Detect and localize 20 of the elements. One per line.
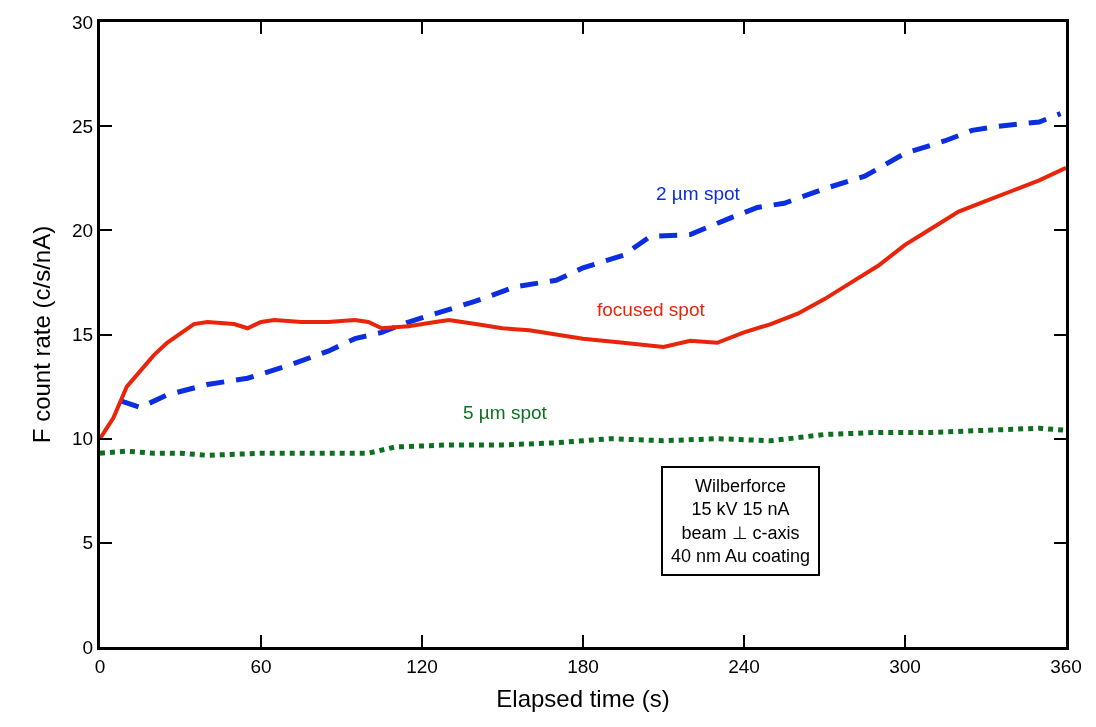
x-tick-label: 360: [1050, 655, 1082, 677]
x-tick-label: 180: [567, 655, 599, 677]
y-tick-label: 15: [72, 324, 94, 346]
y-tick-label: 25: [72, 115, 94, 137]
y-tick-label: 20: [72, 219, 94, 241]
x-tick-label: 240: [728, 655, 760, 677]
x-tick-label: 300: [889, 655, 921, 677]
y-axis-title: F count rate (c/s/nA): [28, 225, 56, 444]
x-axis-title: Elapsed time (s): [496, 685, 670, 713]
series-label: 5 µm spot: [463, 402, 548, 423]
series-label: focused spot: [597, 299, 706, 320]
x-tick-label: 120: [406, 655, 438, 677]
series-label: 2 µm spot: [656, 183, 741, 204]
y-tick-label: 10: [72, 428, 94, 450]
y-tick-label: 5: [82, 532, 94, 554]
x-tick-label: 60: [250, 655, 272, 677]
line-series: [100, 165, 1066, 441]
annotation: Wilberforce 15 kV 15 nA beam ⊥ c-axis 40 nm Au coating: [671, 476, 811, 567]
y-tick-label: 30: [72, 11, 94, 33]
y-tick-label: 0: [82, 636, 94, 658]
